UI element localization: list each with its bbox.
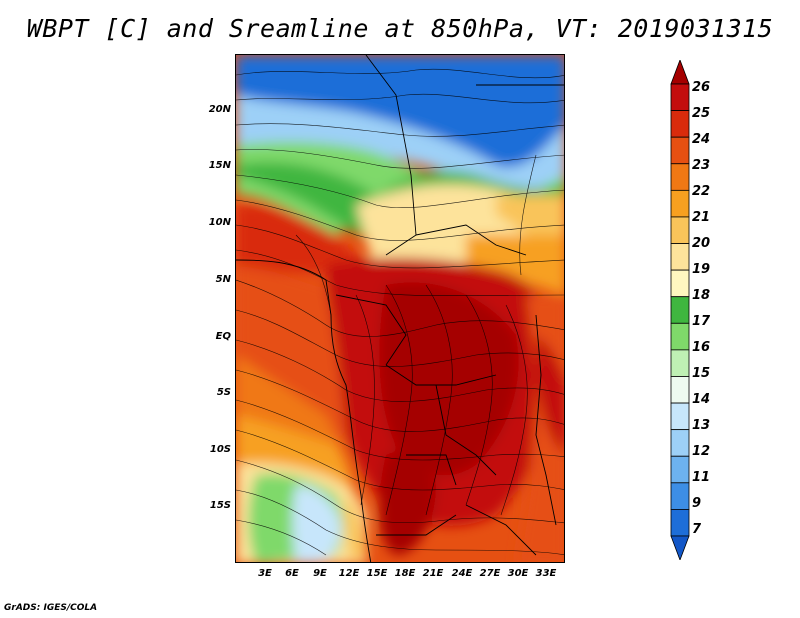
chart-title: WBPT [C] and Sreamline at 850hPa, VT: 20… <box>26 14 774 43</box>
temperature-field <box>236 55 564 562</box>
colorbar-label-22: 22 <box>692 184 711 199</box>
lat-label-5s: 5S <box>216 387 231 398</box>
colorbar-segment <box>670 60 690 85</box>
colorbar-segment <box>670 376 690 404</box>
colorbar-segment <box>670 163 690 191</box>
lat-label-10s: 10S <box>209 444 231 455</box>
lon-label-30e: 30E <box>507 568 529 579</box>
map-panel <box>235 54 565 563</box>
borders <box>236 55 564 562</box>
lon-label-3e: 3E <box>258 568 272 579</box>
colorbar-segment <box>670 429 690 457</box>
colorbar-label-25: 25 <box>692 106 711 121</box>
colorbar-segment <box>670 535 690 560</box>
colorbar-label-19: 19 <box>692 262 711 277</box>
credit-text: GrADS: IGES/COLA <box>4 603 98 613</box>
lon-label-33e: 33E <box>535 568 557 579</box>
colorbar-label-16: 16 <box>692 340 711 355</box>
lon-label-6e: 6E <box>285 568 299 579</box>
colorbar-segment <box>670 402 690 431</box>
lat-label-20n: 20N <box>208 104 231 115</box>
colorbar-segment <box>670 136 690 165</box>
colorbar-label-14: 14 <box>692 392 711 407</box>
lon-label-15e: 15E <box>366 568 388 579</box>
lat-label-15n: 15N <box>208 160 231 171</box>
colorbar-segment <box>670 455 690 484</box>
colorbar-label-12: 12 <box>692 444 711 459</box>
colorbar-label-23: 23 <box>692 158 711 173</box>
colorbar-label-7: 7 <box>692 522 702 537</box>
lon-label-21e: 21E <box>422 568 444 579</box>
colorbar-segment <box>670 269 690 298</box>
colorbar-segment <box>670 216 690 244</box>
colorbar-segment <box>670 83 690 111</box>
colorbar-segment <box>670 349 690 377</box>
lon-label-9e: 9E <box>313 568 327 579</box>
lat-label-5n: 5N <box>215 274 231 285</box>
lon-label-27e: 27E <box>479 568 501 579</box>
colorbar-segment <box>670 322 690 351</box>
colorbar-label-13: 13 <box>692 418 711 433</box>
colorbar-label-18: 18 <box>692 288 711 303</box>
colorbar-label-11: 11 <box>692 470 711 485</box>
lat-label-15s: 15S <box>209 500 231 511</box>
colorbar-label-21: 21 <box>692 210 711 225</box>
colorbar-label-17: 17 <box>692 314 711 329</box>
lon-label-18e: 18E <box>394 568 416 579</box>
colorbar-label-26: 26 <box>692 80 711 95</box>
colorbar-label-9: 9 <box>692 496 702 511</box>
lat-label-eq: EQ <box>215 331 231 342</box>
colorbar-segment <box>670 509 690 537</box>
colorbar-label-24: 24 <box>692 132 711 147</box>
colorbar-segment <box>670 243 690 271</box>
wbpt-field <box>236 55 564 562</box>
colorbar-segment <box>670 296 690 324</box>
streamlines <box>236 68 564 556</box>
colorbar <box>670 60 690 560</box>
lat-label-10n: 10N <box>208 217 231 228</box>
colorbar-segment <box>670 110 690 138</box>
colorbar-label-15: 15 <box>692 366 711 381</box>
colorbar-label-20: 20 <box>692 236 711 251</box>
colorbar-segment <box>670 189 690 218</box>
lon-label-24e: 24E <box>451 568 473 579</box>
lon-label-12e: 12E <box>338 568 360 579</box>
colorbar-segment <box>670 482 690 510</box>
